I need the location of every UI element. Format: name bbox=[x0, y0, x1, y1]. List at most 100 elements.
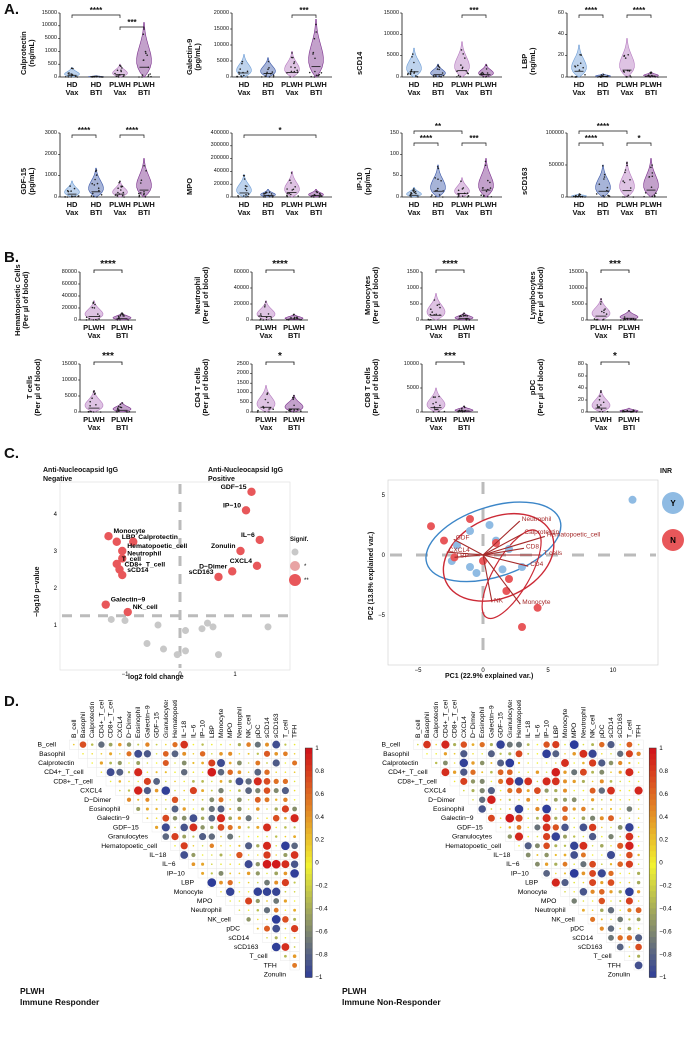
violin-6-2 bbox=[454, 177, 470, 198]
corr-cell bbox=[628, 881, 631, 884]
corr-cell bbox=[247, 891, 250, 893]
corr-cell bbox=[264, 879, 270, 886]
corr-cell bbox=[544, 788, 549, 793]
corr-col-label: Galectin−9 bbox=[144, 705, 151, 738]
corr-cell bbox=[137, 743, 140, 746]
corr-cell bbox=[516, 741, 522, 748]
corr-cell bbox=[544, 862, 549, 866]
corr-cell bbox=[517, 761, 521, 765]
corr-cell bbox=[155, 753, 158, 755]
corr-cell bbox=[545, 762, 548, 764]
corr-cell bbox=[211, 780, 213, 783]
corr-cell bbox=[255, 760, 261, 766]
panel-b-tick: 60000 bbox=[61, 280, 77, 287]
corr-cell bbox=[636, 751, 641, 756]
corr-cell bbox=[487, 795, 496, 805]
pca-xtick: 10 bbox=[610, 668, 617, 674]
corr-cell bbox=[554, 844, 558, 848]
pca-loading-arrow bbox=[482, 520, 521, 556]
corr-col-label: pDC bbox=[599, 724, 606, 738]
corr-row-label: CXCL4 bbox=[424, 788, 446, 795]
corr-cell bbox=[238, 835, 241, 838]
corr-cell bbox=[460, 741, 468, 748]
corr-cell bbox=[256, 825, 260, 829]
corr-cell bbox=[256, 844, 260, 848]
corr-col-label: TFH bbox=[292, 725, 299, 738]
corr-cell bbox=[128, 762, 130, 764]
panel-b-tick: 5000 bbox=[406, 384, 419, 391]
pca-loading-label: NK bbox=[494, 597, 504, 604]
corr-cell bbox=[117, 760, 122, 766]
corr-cell bbox=[551, 832, 561, 841]
corr-cell bbox=[281, 860, 290, 869]
corr-cell bbox=[616, 943, 624, 951]
corr-cell bbox=[598, 897, 606, 905]
corr-cell bbox=[601, 854, 603, 856]
corr-cell bbox=[165, 780, 167, 783]
violin-0-2 bbox=[112, 63, 128, 78]
corr-cell bbox=[245, 787, 252, 794]
corr-cell bbox=[627, 908, 632, 913]
corr-cell bbox=[563, 844, 567, 848]
corr-cell bbox=[582, 900, 585, 902]
panel-letter-c: C. bbox=[4, 445, 19, 462]
corr-cell bbox=[191, 862, 196, 867]
corr-cell bbox=[172, 741, 178, 748]
panel-b-chart-1: Neutrophil (Per µl of blood) 60000 40000 20… bbox=[180, 258, 345, 350]
panel-a-group-label: HD Vax bbox=[237, 200, 251, 217]
corr-row-label: NK_cell bbox=[207, 916, 231, 923]
corr-cell bbox=[211, 753, 213, 755]
corr-cell bbox=[545, 771, 548, 773]
corr-scale-tick: 1 bbox=[315, 745, 319, 752]
corr-cell bbox=[526, 789, 530, 793]
corr-row-label: sCD14 bbox=[228, 935, 249, 942]
panel-b-tick: 0 bbox=[580, 408, 584, 415]
volcano-point bbox=[228, 567, 237, 576]
corr-row-label: sCD163 bbox=[234, 944, 259, 951]
panel-a-tick: 10000 bbox=[383, 30, 399, 37]
panel-a-tick: 5000 bbox=[44, 35, 57, 42]
corr-cell bbox=[637, 863, 640, 865]
violin-7-0 bbox=[571, 193, 587, 198]
violin-6-0 bbox=[406, 187, 422, 198]
panel-b-tick: 60 bbox=[577, 372, 584, 379]
corr-cell bbox=[293, 835, 297, 839]
significance-stars: *** bbox=[609, 259, 621, 270]
panel-b-tick: 40000 bbox=[233, 284, 249, 291]
corr-cell bbox=[561, 879, 569, 887]
volcano-nonsig-point bbox=[204, 619, 211, 627]
volcano-point bbox=[247, 487, 256, 496]
corr-cell bbox=[255, 861, 261, 867]
corr-cell bbox=[460, 750, 468, 758]
corr-cell bbox=[487, 787, 495, 795]
corr-cell bbox=[608, 833, 614, 840]
panel-a-tick: 50 bbox=[392, 172, 399, 179]
corr-cell bbox=[275, 826, 278, 829]
corr-cell bbox=[498, 778, 504, 784]
corr-cell bbox=[563, 770, 567, 774]
panel-a-group-label: PLWH Vax bbox=[451, 200, 473, 217]
corr-cell bbox=[543, 870, 550, 877]
corr-cell bbox=[191, 852, 196, 858]
corr-cell bbox=[134, 786, 143, 795]
corr-cell bbox=[573, 762, 575, 764]
corr-cell bbox=[134, 768, 143, 777]
corr-cell bbox=[571, 898, 577, 904]
corr-cell bbox=[637, 771, 640, 773]
corr-cell bbox=[200, 807, 205, 811]
corr-cell bbox=[293, 900, 296, 902]
corr-cell bbox=[290, 924, 299, 933]
corr-cell bbox=[534, 861, 540, 867]
panel-a-tick: 20000 bbox=[213, 180, 229, 187]
panel-b-group-label: PLWH Vax bbox=[425, 415, 447, 432]
corr-cell bbox=[263, 787, 271, 794]
corr-cell bbox=[273, 898, 280, 904]
corr-cell bbox=[238, 881, 241, 884]
volcano-point bbox=[101, 600, 110, 609]
corr-cell bbox=[238, 789, 241, 792]
volcano-xtick: −1 bbox=[122, 672, 130, 678]
corr-row-label: TFH bbox=[608, 962, 621, 969]
corr-cell bbox=[607, 786, 615, 795]
corr-cell bbox=[281, 841, 290, 851]
corr-cell bbox=[481, 753, 483, 755]
